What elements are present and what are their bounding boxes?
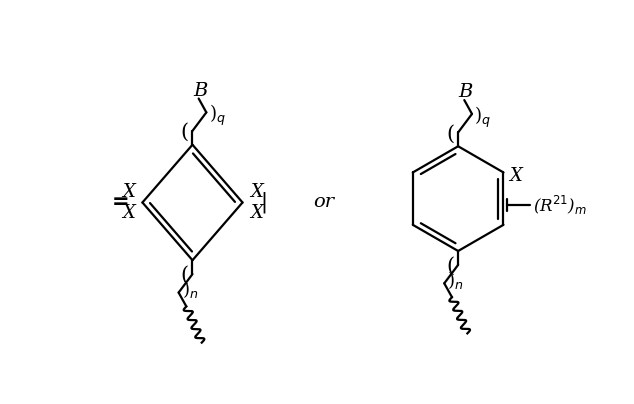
Text: (R$^{21}$)$_m$: (R$^{21}$)$_m$ — [533, 194, 586, 217]
Text: B: B — [193, 82, 207, 100]
Text: or: or — [313, 194, 334, 211]
Text: =: = — [112, 192, 130, 213]
Text: X: X — [509, 166, 522, 185]
Text: X: X — [122, 183, 135, 201]
Text: (: ( — [181, 266, 189, 285]
Text: |: | — [261, 192, 268, 213]
Text: )$_n$: )$_n$ — [448, 269, 463, 291]
Text: B: B — [458, 83, 473, 101]
Text: )$_q$: )$_q$ — [209, 103, 226, 128]
Text: (: ( — [446, 257, 455, 276]
Text: X: X — [122, 204, 135, 222]
Text: )$_n$: )$_n$ — [182, 278, 198, 301]
Text: X: X — [250, 204, 263, 222]
Text: )$_q$: )$_q$ — [474, 104, 491, 130]
Text: X: X — [250, 183, 263, 201]
Text: (: ( — [446, 124, 455, 143]
Text: (: ( — [181, 123, 189, 142]
